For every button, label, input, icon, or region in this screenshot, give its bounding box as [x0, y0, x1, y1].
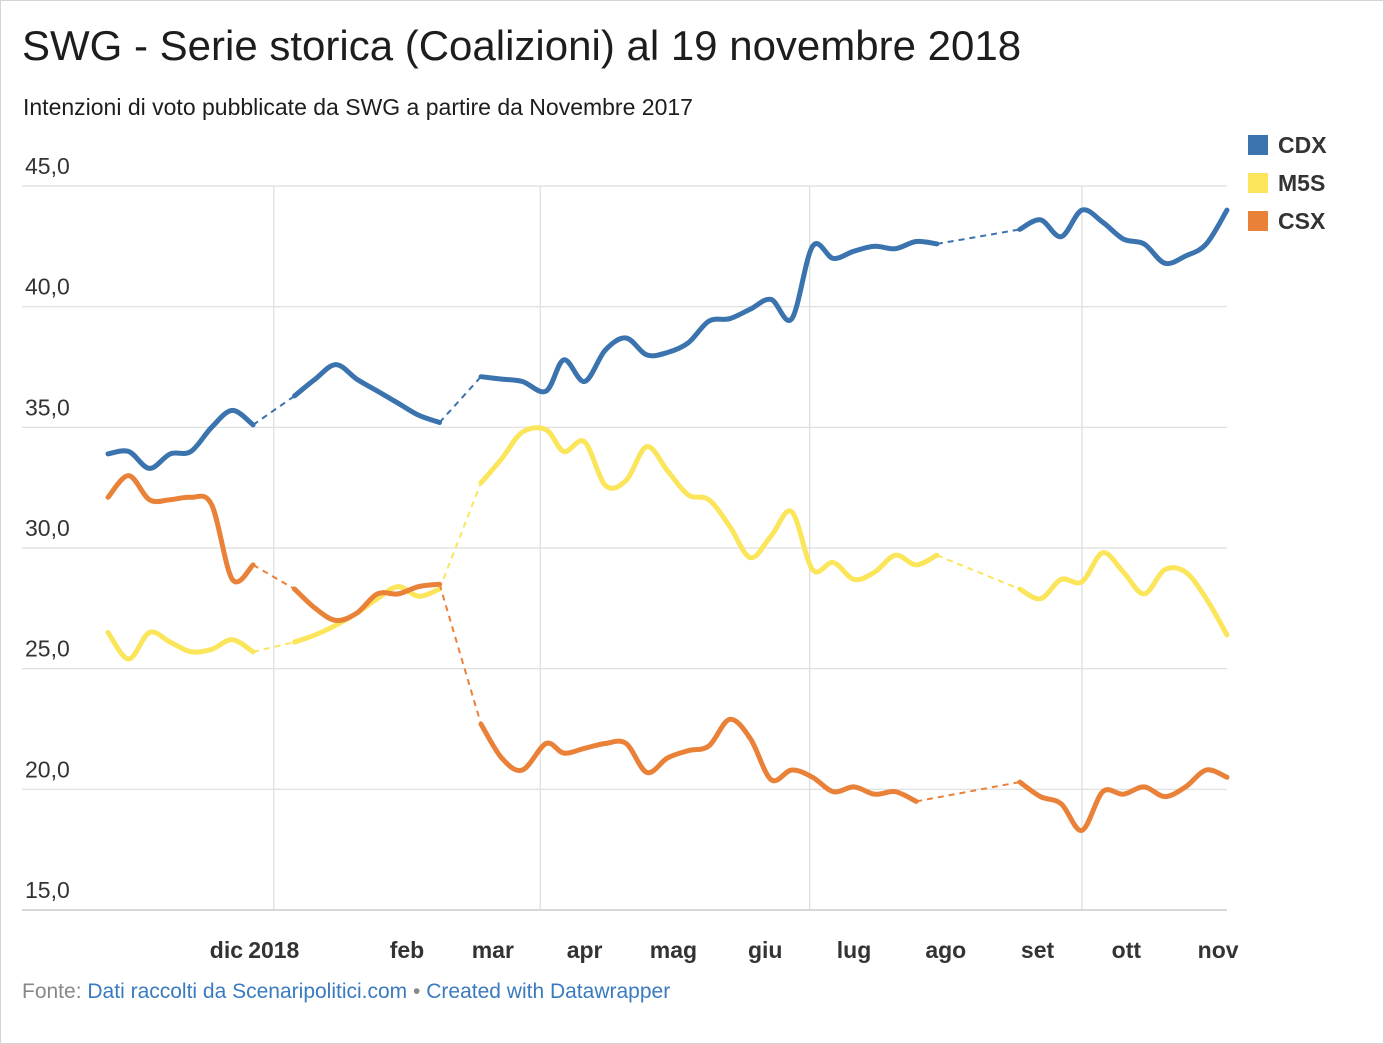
- x-tick-label: nov: [1198, 937, 1239, 963]
- series-gap-m5s: [438, 482, 482, 590]
- footer: Fonte: Dati raccolti da Scenaripolitici.…: [22, 980, 670, 1004]
- legend-swatch-m5s: [1248, 173, 1268, 193]
- datawrapper-link[interactable]: Created with Datawrapper: [426, 980, 671, 1003]
- legend-item-csx[interactable]: CSX: [1248, 202, 1327, 240]
- y-tick-label: 45,0: [25, 153, 70, 179]
- chart-subtitle: Intenzioni di voto pubblicate da SWG a p…: [23, 94, 693, 120]
- x-tick-label: giu: [748, 937, 783, 963]
- legend-swatch-cdx: [1248, 135, 1268, 155]
- x-tick-label: feb: [390, 937, 425, 963]
- legend-item-m5s[interactable]: M5S: [1248, 164, 1327, 202]
- y-tick-label: 40,0: [25, 274, 70, 300]
- x-tick-label: 2018: [248, 937, 299, 963]
- legend-swatch-csx: [1248, 211, 1268, 231]
- legend: CDX M5S CSX: [1248, 126, 1327, 240]
- series-gap-m5s: [936, 554, 1021, 590]
- y-tick-label: 15,0: [25, 877, 70, 903]
- series-line-m5s: [292, 584, 443, 645]
- series-gap-m5s: [252, 641, 295, 653]
- series-line-cdx: [1017, 207, 1230, 267]
- x-tick-label: ott: [1112, 937, 1142, 963]
- series-line-cdx: [292, 362, 443, 425]
- source-link[interactable]: Dati raccolti da Scenaripolitici.com: [87, 980, 408, 1003]
- series-line-m5s: [1017, 550, 1230, 638]
- series-gap-csx: [438, 583, 482, 725]
- series-line-csx: [105, 473, 256, 585]
- legend-label-csx: CSX: [1278, 207, 1326, 234]
- series-line-cdx: [478, 238, 940, 395]
- x-tick-label: lug: [837, 937, 872, 963]
- y-tick-label: 35,0: [25, 394, 70, 420]
- y-tick-label: 25,0: [25, 636, 70, 662]
- x-tick-label: apr: [567, 937, 603, 963]
- footer-separator: •: [413, 980, 421, 1003]
- x-tick-label: set: [1021, 937, 1055, 963]
- series-line-m5s: [105, 629, 256, 662]
- series-line-csx: [478, 716, 919, 804]
- legend-label-cdx: CDX: [1278, 131, 1327, 158]
- series-line-m5s: [478, 425, 940, 583]
- series-gap-cdx: [438, 375, 482, 424]
- y-tick-label: 20,0: [25, 756, 70, 782]
- x-tick-label: mar: [472, 937, 514, 963]
- x-tick-label: ago: [925, 937, 966, 963]
- series-line-csx: [1017, 767, 1230, 833]
- y-tick-label: 30,0: [25, 515, 70, 541]
- series-line-cdx: [105, 407, 256, 471]
- x-tick-label: mag: [650, 937, 697, 963]
- footer-prefix: Fonte:: [22, 980, 82, 1003]
- series-gap-csx: [915, 781, 1020, 803]
- legend-label-m5s: M5S: [1278, 169, 1326, 196]
- series-gap-csx: [252, 564, 296, 590]
- chart-title: SWG - Serie storica (Coalizioni) al 19 n…: [22, 22, 1022, 69]
- series-line-csx: [292, 581, 443, 623]
- series-gap-cdx: [936, 228, 1020, 245]
- x-tick-label: dic: [210, 937, 243, 963]
- legend-item-cdx[interactable]: CDX: [1248, 126, 1327, 164]
- series-gap-cdx: [252, 395, 296, 426]
